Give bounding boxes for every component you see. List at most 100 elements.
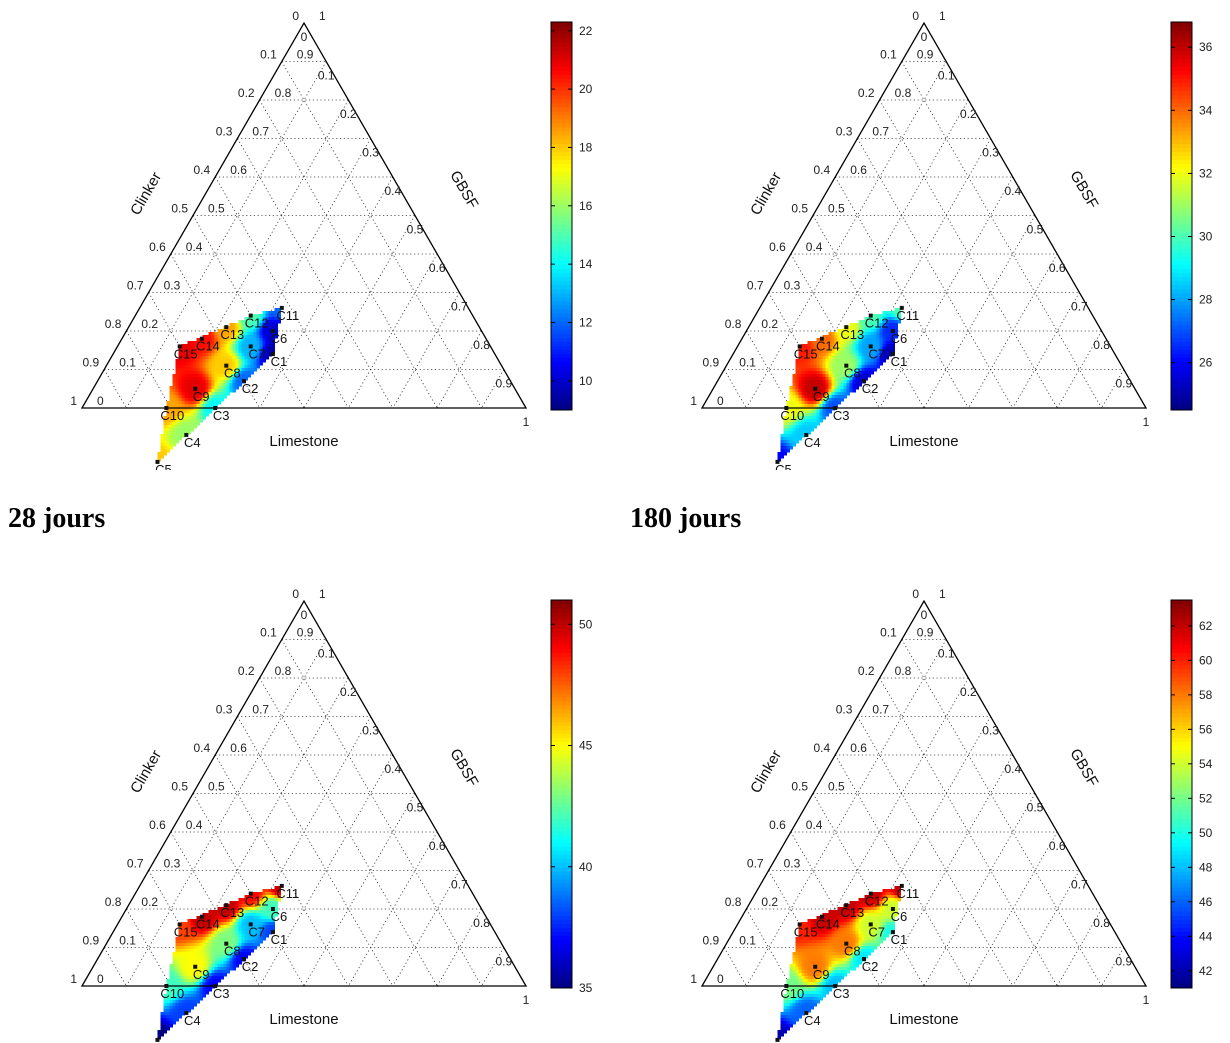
data-marker-c5 bbox=[155, 1037, 160, 1042]
colorbar-segment bbox=[551, 640, 572, 645]
heatmap-cell bbox=[193, 942, 197, 947]
heatmap-cell bbox=[175, 975, 179, 980]
heatmap-cell bbox=[792, 412, 796, 417]
heatmap-cell bbox=[247, 930, 251, 935]
heatmap-cell bbox=[801, 957, 805, 962]
heatmap-cell bbox=[840, 957, 844, 962]
heatmap-cell bbox=[202, 352, 206, 357]
heatmap-cell bbox=[232, 373, 236, 378]
triangle-outline bbox=[80, 599, 528, 987]
heatmap-cell bbox=[846, 933, 850, 938]
heatmap-cell bbox=[265, 310, 269, 315]
heatmap-cell bbox=[262, 346, 266, 351]
heatmap-cell bbox=[250, 903, 254, 908]
colorbar-segment bbox=[551, 802, 572, 807]
heatmap-cell bbox=[837, 370, 841, 375]
heatmap-cell bbox=[211, 972, 215, 977]
heatmap-cell bbox=[223, 906, 227, 911]
heatmap-cell bbox=[846, 939, 850, 944]
heatmap-cell bbox=[268, 906, 272, 911]
heatmap-cell bbox=[199, 924, 203, 929]
heatmap-cell bbox=[882, 900, 886, 905]
heatmap-cell bbox=[220, 975, 224, 980]
heatmap-cell bbox=[172, 397, 176, 402]
heatmap-cell bbox=[241, 340, 245, 345]
heatmap-cell bbox=[175, 1002, 179, 1007]
heatmap-cell bbox=[184, 993, 188, 998]
tick-label-gbsf: 0.8 bbox=[895, 664, 912, 678]
colorbar-segment bbox=[551, 341, 572, 346]
tick-label-gbsf: 0.5 bbox=[828, 202, 845, 216]
heatmap-cell bbox=[232, 954, 236, 959]
heatmap-cell bbox=[834, 915, 838, 920]
heatmap-cell bbox=[196, 978, 200, 983]
heatmap-cell bbox=[891, 319, 895, 324]
heatmap-cell bbox=[211, 349, 215, 354]
heatmap-cell bbox=[852, 945, 856, 950]
heatmap-cell bbox=[181, 403, 185, 408]
heatmap-cell bbox=[861, 897, 865, 902]
heatmap-cell bbox=[873, 349, 877, 354]
heatmap-cell bbox=[846, 963, 850, 968]
heatmap-cell bbox=[813, 364, 817, 369]
tick-label-limestone: 0.1 bbox=[318, 647, 335, 661]
heatmap-cell bbox=[238, 376, 242, 381]
colorbar-segment bbox=[1171, 616, 1192, 621]
colorbar-segment bbox=[1171, 26, 1192, 31]
heatmap-cell bbox=[807, 346, 811, 351]
heatmap-cell bbox=[238, 912, 242, 917]
heatmap-cell bbox=[208, 966, 212, 971]
heatmap-cell bbox=[879, 346, 883, 351]
colorbar-segment bbox=[1171, 697, 1192, 702]
heatmap-cell bbox=[202, 358, 206, 363]
heatmap-cell bbox=[247, 927, 251, 932]
heatmap-cell bbox=[199, 403, 203, 408]
grid-line-clinker bbox=[192, 793, 305, 987]
heatmap-cell bbox=[798, 367, 802, 372]
tick-label-limestone: 0.6 bbox=[429, 839, 446, 853]
heatmap-cell bbox=[229, 343, 233, 348]
heatmap-cell bbox=[229, 918, 233, 923]
heatmap-cell bbox=[262, 900, 266, 905]
heatmap-cell bbox=[190, 987, 194, 992]
heatmap-cell bbox=[187, 403, 191, 408]
heatmap-cell bbox=[244, 319, 248, 324]
heatmap-cell bbox=[882, 891, 886, 896]
heatmap-cell bbox=[220, 957, 224, 962]
heatmap-cell bbox=[247, 933, 251, 938]
heatmap-cell bbox=[229, 361, 233, 366]
heatmap-cell bbox=[822, 966, 826, 971]
colorbar-segment bbox=[551, 143, 572, 148]
heatmap-cell bbox=[190, 361, 194, 366]
heatmap-cell bbox=[840, 939, 844, 944]
colorbar-segment bbox=[551, 54, 572, 59]
heatmap-cell bbox=[163, 1014, 167, 1019]
heatmap-cell bbox=[199, 370, 203, 375]
colorbar-segment bbox=[551, 781, 572, 787]
heatmap-cell bbox=[840, 346, 844, 351]
heatmap-cell bbox=[831, 346, 835, 351]
colorbar-tick-label: 48 bbox=[1199, 860, 1213, 874]
heatmap-cell bbox=[879, 340, 883, 345]
heatmap-cell bbox=[801, 382, 805, 387]
tick-label-clinker: 0 bbox=[912, 9, 919, 23]
heatmap-cell bbox=[816, 966, 820, 971]
heatmap-cell bbox=[888, 906, 892, 911]
heatmap-cell bbox=[822, 918, 826, 923]
heatmap-cell bbox=[792, 1005, 796, 1010]
heatmap-cell bbox=[837, 939, 841, 944]
heatmap-cell bbox=[208, 915, 212, 920]
heatmap-cell bbox=[801, 921, 805, 926]
heatmap-cell bbox=[789, 430, 793, 435]
heatmap-cell bbox=[181, 924, 185, 929]
heatmap-cell bbox=[798, 388, 802, 393]
heatmap-cell bbox=[166, 445, 170, 450]
heatmap-cell bbox=[870, 930, 874, 935]
heatmap-cell bbox=[262, 927, 266, 932]
data-marker-c15 bbox=[177, 344, 182, 349]
heatmap-cell bbox=[184, 352, 188, 357]
heatmap-cell bbox=[181, 388, 185, 393]
heatmap-cell bbox=[262, 310, 266, 315]
heatmap-cell bbox=[175, 358, 179, 363]
heatmap-cell bbox=[235, 915, 239, 920]
